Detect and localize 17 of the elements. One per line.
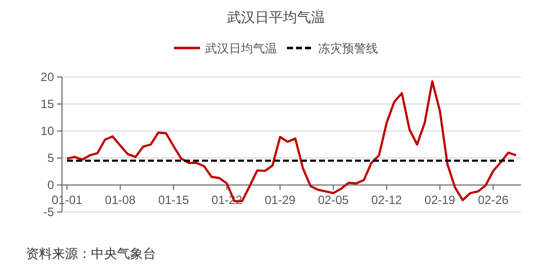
legend-label: 冻灾预警线 <box>318 42 378 56</box>
y-tick-label: 20 <box>40 70 54 84</box>
legend-label: 武汉日均气温 <box>205 42 277 56</box>
x-tick-label: 01-29 <box>264 193 296 207</box>
y-tick-label: 10 <box>40 124 54 138</box>
chart-title: 武汉日平均气温 <box>227 9 325 25</box>
y-tick-label: -5 <box>43 205 54 219</box>
x-tick-label: 02-19 <box>424 193 456 207</box>
x-tick-label: 01-08 <box>104 193 136 207</box>
x-tick-label: 02-12 <box>371 193 402 207</box>
x-tick-label: 02-26 <box>478 193 509 207</box>
text: 资料来源：中央气象台 <box>26 246 156 261</box>
y-tick-label: 5 <box>47 151 54 165</box>
x-tick-label: 01-15 <box>158 193 190 207</box>
x-tick-label: 02-05 <box>318 193 350 207</box>
y-tick-label: 15 <box>40 97 54 111</box>
y-tick-label: 0 <box>47 178 54 192</box>
